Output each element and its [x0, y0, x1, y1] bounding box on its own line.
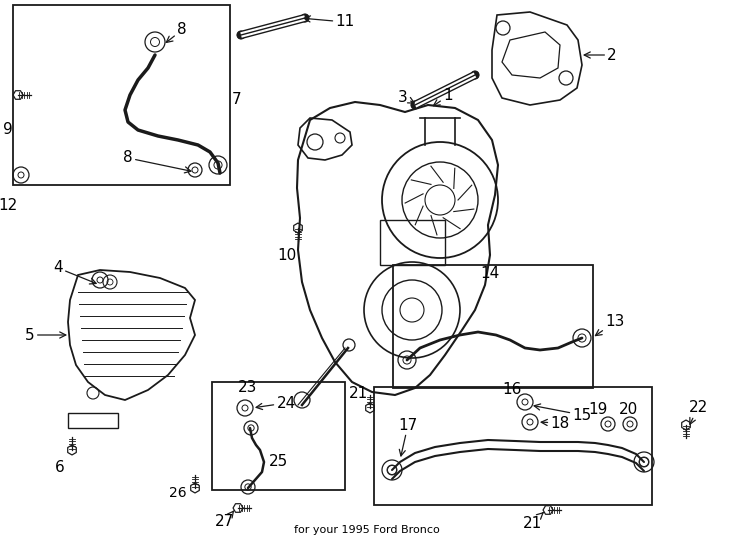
Text: 15: 15 — [534, 404, 592, 422]
Text: 26: 26 — [170, 486, 187, 500]
Text: 7: 7 — [232, 92, 241, 107]
Text: 9: 9 — [3, 123, 13, 138]
Text: 1: 1 — [434, 89, 453, 106]
Bar — [374, 387, 652, 505]
Text: 2: 2 — [584, 48, 617, 63]
Text: 25: 25 — [269, 455, 288, 469]
Text: 20: 20 — [618, 402, 638, 417]
Text: 8: 8 — [167, 23, 187, 43]
Text: 11: 11 — [304, 15, 355, 30]
Bar — [393, 265, 593, 388]
Bar — [13, 5, 230, 185]
Text: 17: 17 — [399, 417, 418, 456]
Text: 8: 8 — [123, 151, 191, 173]
Text: 3: 3 — [398, 90, 414, 105]
Text: 14: 14 — [480, 266, 500, 280]
Text: 21: 21 — [523, 512, 543, 530]
Text: 21: 21 — [349, 386, 368, 401]
Text: 16: 16 — [502, 382, 522, 397]
Text: 13: 13 — [595, 314, 625, 336]
Text: 12: 12 — [0, 198, 18, 213]
Text: 27: 27 — [215, 511, 235, 530]
Bar — [68, 413, 118, 428]
Text: 5: 5 — [25, 327, 66, 342]
Text: 6: 6 — [55, 461, 65, 476]
Text: 18: 18 — [541, 415, 570, 430]
Text: 22: 22 — [688, 401, 708, 424]
Text: 4: 4 — [53, 260, 96, 284]
Text: 24: 24 — [256, 395, 296, 410]
Bar — [380, 220, 445, 265]
Text: for your 1995 Ford Bronco: for your 1995 Ford Bronco — [294, 525, 440, 535]
Text: 23: 23 — [239, 381, 258, 395]
Text: 10: 10 — [277, 247, 297, 262]
Bar — [212, 382, 345, 490]
Text: 19: 19 — [589, 402, 608, 417]
